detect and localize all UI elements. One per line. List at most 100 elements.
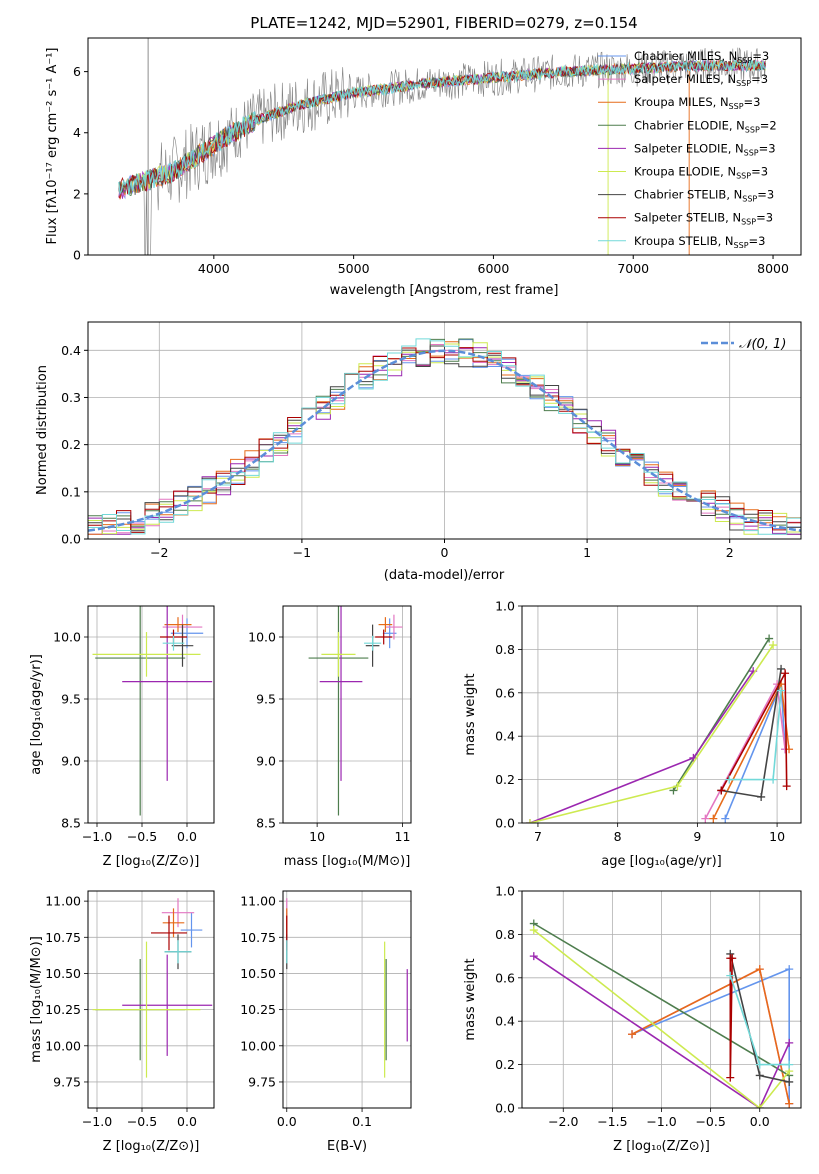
x-tick-label: −1 xyxy=(293,545,311,560)
y-tick-label: 11.00 xyxy=(240,894,276,909)
y-tick-label: 0.6 xyxy=(495,970,515,985)
y-tick-label: 0.4 xyxy=(61,343,81,358)
y-tick-label: 1.0 xyxy=(495,884,515,899)
weight-lines xyxy=(529,919,794,1108)
y-tick-label: 10.25 xyxy=(240,1002,276,1017)
x-tick-label: 0 xyxy=(441,545,449,560)
legend-label-sub: SSP xyxy=(744,148,759,157)
gaussian-curve xyxy=(88,349,801,532)
y-tick-label: 0.2 xyxy=(61,437,81,452)
x-tick-label: 8000 xyxy=(757,261,789,276)
axes-frame xyxy=(87,605,215,824)
x-axis-label: Z [log₁₀(Z/Z⊙)] xyxy=(103,1139,200,1154)
y-tick-label: 0.0 xyxy=(61,532,81,547)
y-tick-label: 0.4 xyxy=(495,1014,515,1029)
y-tick-label: 10.0 xyxy=(248,630,276,645)
weight-line-3 xyxy=(672,638,770,791)
y-tick-label: 0.2 xyxy=(495,1057,515,1072)
legend-label-sub: SSP xyxy=(742,195,757,204)
x-tick-label: −1.0 xyxy=(646,1114,676,1129)
x-tick-label: −0.5 xyxy=(127,1114,157,1129)
grid xyxy=(283,891,411,1108)
mass-vs-metallicity-panel: −1.0 −0.5 0.0 9.75 10.00 10.25 10.50 10.75 11.00… xyxy=(29,890,215,1154)
weight-marker-5 xyxy=(769,641,778,650)
y-tick-label: 1.0 xyxy=(495,599,515,614)
y-tick-label: 9.0 xyxy=(256,754,276,769)
legend-label-suffix: =3 xyxy=(757,188,774,202)
weight-marker-8 xyxy=(726,971,735,980)
weight-marker-5 xyxy=(673,782,682,791)
errorbars xyxy=(308,606,403,816)
legend-label-suffix: =3 xyxy=(752,49,769,63)
residuals-ylabel: Normed distribution xyxy=(35,365,50,495)
legend-label-name: Chabrier ELODIE, N xyxy=(634,118,745,132)
observed-spectrum xyxy=(118,47,766,255)
legend-label-6: Chabrier STELIB, NSSP=3 xyxy=(634,188,774,204)
age-vs-metallicity-panel: −1.0 −0.5 0.0 8.5 9.0 9.5 10.0 Z [log₁₀(Z/Z⊙)] a… xyxy=(29,605,215,869)
x-tick-label: 5000 xyxy=(338,261,370,276)
y-tick-label: 10.75 xyxy=(45,930,81,945)
residual-histogram-7 xyxy=(88,347,801,533)
legend-label-sub: SSP xyxy=(734,241,749,250)
y-tick-label: 0.4 xyxy=(495,729,515,744)
axes-frame xyxy=(87,890,215,1109)
ticks: 7 8 9 10 0.0 0.2 0.4 0.6 0.8 1.0 xyxy=(495,599,785,845)
x-axis-label: age [log₁₀(age/yr)] xyxy=(601,854,722,869)
weight-marker-5 xyxy=(529,926,538,935)
x-axis-label: Z [log₁₀(Z/Z⊙)] xyxy=(613,1139,710,1154)
weight-vs-age-panel: 7 8 9 10 0.0 0.2 0.4 0.6 0.8 1.0 age [log₁₀(age/yr… xyxy=(463,599,802,869)
legend-label-sub: SSP xyxy=(736,172,751,181)
x-tick-label: 0.1 xyxy=(352,1114,372,1129)
y-tick-label: 10.0 xyxy=(53,630,81,645)
x-axis-label: Z [log₁₀(Z/Z⊙)] xyxy=(103,854,200,869)
weight-marker-4 xyxy=(785,1038,794,1047)
y-tick-label: 0.1 xyxy=(61,484,81,499)
x-tick-label: −2 xyxy=(150,545,168,560)
weight-marker-6 xyxy=(785,1077,794,1086)
legend-label-sub: SSP xyxy=(729,102,744,111)
axes-frame xyxy=(521,605,802,824)
axes-frame xyxy=(282,890,412,1109)
x-tick-label: −1.5 xyxy=(597,1114,627,1129)
y-axis-label: age [log₁₀(age/yr)] xyxy=(29,654,44,775)
legend-label-0: Chabrier MILES, NSSP=3 xyxy=(634,49,769,65)
y-tick-label: 0.8 xyxy=(495,927,515,942)
legend-label-suffix: =3 xyxy=(756,211,773,225)
y-tick-label: 4 xyxy=(73,125,81,140)
y-tick-label: 0.3 xyxy=(61,390,81,405)
y-tick-label: 0.0 xyxy=(495,1101,515,1116)
legend-label-name: Kroupa MILES, N xyxy=(634,95,729,109)
ticks: 10 11 8.5 9.0 9.5 10.0 xyxy=(248,630,410,845)
weight-marker-3 xyxy=(765,634,774,643)
x-tick-label: −1.0 xyxy=(82,829,112,844)
ticks: −1.0 −0.5 0.0 8.5 9.0 9.5 10.0 xyxy=(53,630,197,845)
spectrum-title: PLATE=1242, MJD=52901, FIBERID=0279, z=0… xyxy=(250,14,637,32)
legend-label-suffix: =3 xyxy=(751,72,768,86)
weight-marker-7 xyxy=(726,1073,735,1082)
weight-marker-2 xyxy=(628,1030,637,1039)
weight-marker-8 xyxy=(725,775,734,784)
y-tick-label: 10.25 xyxy=(45,1002,81,1017)
mass-vs-reddening-panel: 0.0 0.1 9.75 10.00 10.25 10.50 10.75 11.00 E(B-V… xyxy=(240,890,412,1154)
y-tick-label: 9.75 xyxy=(248,1074,276,1089)
weight-marker-7 xyxy=(717,786,726,795)
weight-marker-6 xyxy=(757,792,766,801)
y-tick-label: 9.0 xyxy=(61,754,81,769)
weight-marker-8 xyxy=(777,686,786,695)
y-tick-label: 0.2 xyxy=(495,772,515,787)
legend-label-suffix: =3 xyxy=(744,95,761,109)
weight-marker-6 xyxy=(755,1071,764,1080)
y-tick-label: 2 xyxy=(73,186,81,201)
legend-label-name: Salpeter STELIB, N xyxy=(634,211,741,225)
weight-marker-8 xyxy=(769,775,778,784)
y-tick-label: 6 xyxy=(73,64,81,79)
ticks: 0.0 0.1 9.75 10.00 10.25 10.50 10.75 11.00 xyxy=(240,894,372,1129)
legend-label-sub: SSP xyxy=(737,56,752,65)
y-tick-label: 8.5 xyxy=(256,816,276,831)
spectrum-axes-frame xyxy=(87,37,802,256)
legend-label-suffix: =2 xyxy=(760,118,777,132)
y-tick-label: 0.8 xyxy=(495,642,515,657)
y-tick-label: 9.5 xyxy=(256,692,276,707)
weight-marker-5 xyxy=(755,1104,764,1108)
